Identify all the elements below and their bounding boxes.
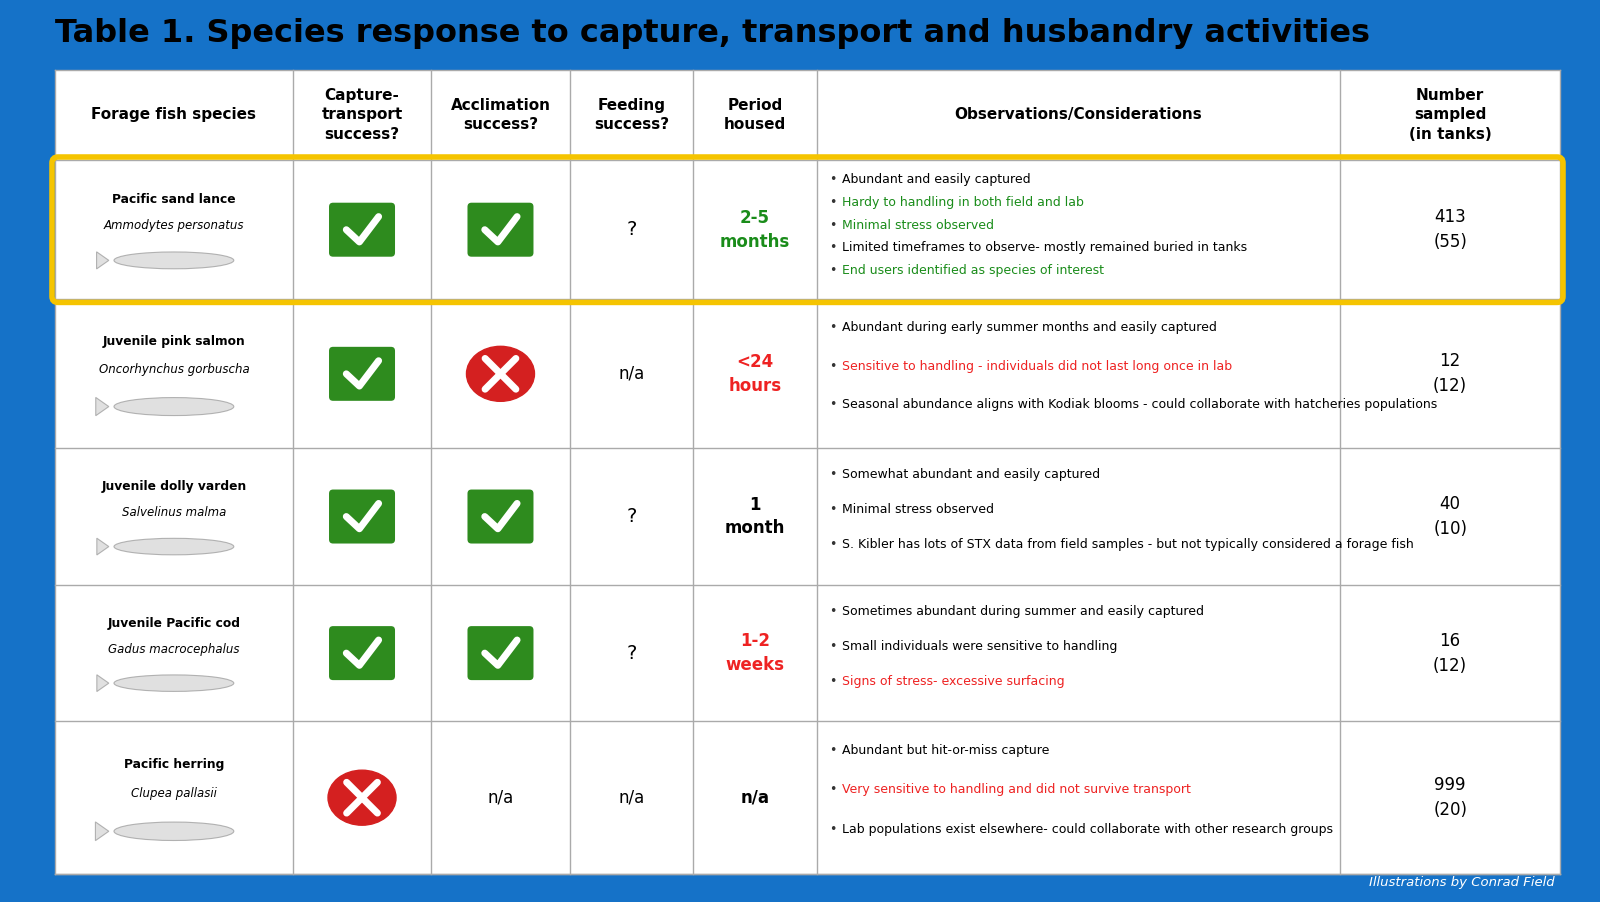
- Text: Gadus macrocephalus: Gadus macrocephalus: [109, 642, 240, 656]
- Text: 12
(12): 12 (12): [1434, 353, 1467, 395]
- Text: Juvenile pink salmon: Juvenile pink salmon: [102, 335, 245, 347]
- Text: Abundant during early summer months and easily captured: Abundant during early summer months and …: [842, 321, 1216, 334]
- FancyBboxPatch shape: [330, 203, 395, 257]
- Text: Signs of stress- excessive surfacing: Signs of stress- excessive surfacing: [842, 675, 1064, 687]
- FancyBboxPatch shape: [330, 490, 395, 544]
- Text: Somewhat abundant and easily captured: Somewhat abundant and easily captured: [842, 468, 1099, 481]
- Text: Minimal stress observed: Minimal stress observed: [842, 218, 994, 232]
- Text: Table 1. Species response to capture, transport and husbandry activities: Table 1. Species response to capture, tr…: [54, 18, 1370, 49]
- Ellipse shape: [328, 770, 397, 825]
- Text: •: •: [829, 360, 837, 373]
- Text: •: •: [829, 218, 837, 232]
- Text: •: •: [829, 604, 837, 618]
- Text: •: •: [829, 398, 837, 411]
- Text: Seasonal abundance aligns with Kodiak blooms - could collaborate with hatcheries: Seasonal abundance aligns with Kodiak bl…: [842, 398, 1437, 411]
- Text: 16
(12): 16 (12): [1434, 631, 1467, 675]
- Text: <24
hours: <24 hours: [728, 353, 781, 394]
- Polygon shape: [98, 675, 109, 692]
- Text: 413
(55): 413 (55): [1434, 208, 1467, 251]
- Text: •: •: [829, 196, 837, 209]
- Text: Limited timeframes to observe- mostly remained buried in tanks: Limited timeframes to observe- mostly re…: [842, 242, 1246, 254]
- Polygon shape: [96, 252, 109, 269]
- Text: S. Kibler has lots of STX data from field samples - but not typically considered: S. Kibler has lots of STX data from fiel…: [842, 538, 1413, 551]
- Text: ?: ?: [626, 644, 637, 663]
- Text: •: •: [829, 538, 837, 551]
- Text: Very sensitive to handling and did not survive transport: Very sensitive to handling and did not s…: [842, 783, 1190, 796]
- Text: Forage fish species: Forage fish species: [91, 107, 256, 123]
- Text: Capture-
transport
success?: Capture- transport success?: [322, 87, 403, 143]
- Text: •: •: [829, 242, 837, 254]
- Text: •: •: [829, 173, 837, 186]
- Text: •: •: [829, 503, 837, 516]
- Text: Juvenile Pacific cod: Juvenile Pacific cod: [107, 617, 240, 630]
- Polygon shape: [54, 70, 1560, 874]
- Text: •: •: [829, 743, 837, 757]
- Polygon shape: [96, 398, 109, 416]
- Text: Number
sampled
(in tanks): Number sampled (in tanks): [1408, 87, 1491, 143]
- Text: End users identified as species of interest: End users identified as species of inter…: [842, 264, 1104, 277]
- Text: 999
(20): 999 (20): [1434, 777, 1467, 819]
- Text: Pacific sand lance: Pacific sand lance: [112, 192, 235, 206]
- Polygon shape: [96, 822, 109, 841]
- Text: Period
housed: Period housed: [723, 97, 786, 133]
- Text: Sometimes abundant during summer and easily captured: Sometimes abundant during summer and eas…: [842, 604, 1203, 618]
- Text: •: •: [829, 468, 837, 481]
- Text: Sensitive to handling - individuals did not last long once in lab: Sensitive to handling - individuals did …: [842, 360, 1232, 373]
- Text: Clupea pallasii: Clupea pallasii: [131, 787, 218, 800]
- Text: 40
(10): 40 (10): [1434, 495, 1467, 538]
- Text: Ammodytes personatus: Ammodytes personatus: [104, 219, 245, 232]
- Text: •: •: [829, 783, 837, 796]
- Text: Observations/Considerations: Observations/Considerations: [955, 107, 1202, 123]
- Ellipse shape: [467, 346, 534, 401]
- Text: •: •: [829, 640, 837, 653]
- Text: Lab populations exist elsewhere- could collaborate with other research groups: Lab populations exist elsewhere- could c…: [842, 823, 1333, 836]
- Text: •: •: [829, 675, 837, 687]
- Ellipse shape: [114, 675, 234, 692]
- Text: Illustrations by Conrad Field: Illustrations by Conrad Field: [1370, 876, 1555, 889]
- Ellipse shape: [114, 822, 234, 841]
- FancyBboxPatch shape: [467, 203, 533, 257]
- Polygon shape: [98, 538, 109, 555]
- Text: n/a: n/a: [488, 788, 514, 806]
- Ellipse shape: [114, 538, 234, 555]
- Text: Pacific herring: Pacific herring: [123, 758, 224, 770]
- Ellipse shape: [114, 252, 234, 269]
- Text: Acclimation
success?: Acclimation success?: [451, 97, 550, 133]
- FancyBboxPatch shape: [330, 347, 395, 400]
- Ellipse shape: [114, 398, 234, 416]
- FancyBboxPatch shape: [467, 490, 533, 544]
- Text: ?: ?: [626, 507, 637, 526]
- Text: Feeding
success?: Feeding success?: [594, 97, 669, 133]
- Text: ?: ?: [626, 220, 637, 239]
- Text: Minimal stress observed: Minimal stress observed: [842, 503, 994, 516]
- Text: n/a: n/a: [741, 788, 770, 806]
- Text: 1-2
weeks: 1-2 weeks: [725, 632, 784, 674]
- Text: Abundant and easily captured: Abundant and easily captured: [842, 173, 1030, 186]
- Text: Salvelinus malma: Salvelinus malma: [122, 506, 226, 519]
- FancyBboxPatch shape: [467, 626, 533, 680]
- Text: Juvenile dolly varden: Juvenile dolly varden: [101, 480, 246, 493]
- Text: •: •: [829, 823, 837, 836]
- Text: •: •: [829, 321, 837, 334]
- Text: n/a: n/a: [618, 788, 645, 806]
- Text: Hardy to handling in both field and lab: Hardy to handling in both field and lab: [842, 196, 1083, 209]
- FancyBboxPatch shape: [330, 626, 395, 680]
- Text: 2-5
months: 2-5 months: [720, 209, 790, 251]
- Text: Small individuals were sensitive to handling: Small individuals were sensitive to hand…: [842, 640, 1117, 653]
- Text: Oncorhynchus gorbuscha: Oncorhynchus gorbuscha: [99, 363, 250, 376]
- Text: 1
month: 1 month: [725, 496, 786, 538]
- Text: n/a: n/a: [618, 364, 645, 382]
- Text: •: •: [829, 264, 837, 277]
- Text: Abundant but hit-or-miss capture: Abundant but hit-or-miss capture: [842, 743, 1050, 757]
